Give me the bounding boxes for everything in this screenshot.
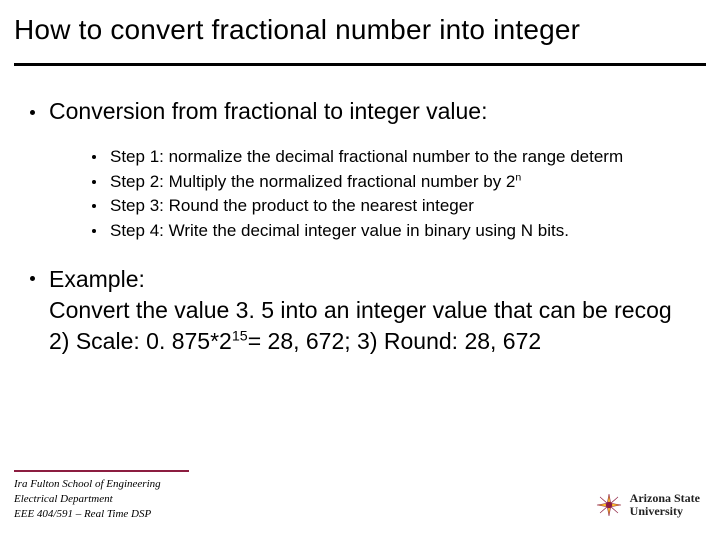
example-line-3: 2) Scale: 0. 875*215= 28, 672; 3) Round:… [49,326,672,357]
footer-line-3: EEE 404/591 – Real Time DSP [14,507,161,522]
step-item: Step 1: normalize the decimal fractional… [92,145,720,170]
example-line-1: Example: [49,264,672,295]
example-line-2: Convert the value 3. 5 into an integer v… [49,295,672,326]
asu-line-2: University [630,505,700,518]
step-text: Step 3: Round the product to the nearest… [110,194,474,219]
bullet-icon [92,155,96,159]
footer-divider [14,470,189,472]
asu-wordmark: Arizona State University [630,492,700,517]
example-block: Example: Convert the value 3. 5 into an … [30,264,720,357]
asu-sunburst-icon [594,492,624,518]
step-text: Step 4: Write the decimal integer value … [110,219,569,244]
step-item: Step 2: Multiply the normalized fraction… [92,170,720,195]
bullet-icon [30,110,35,115]
step-item: Step 4: Write the decimal integer value … [92,219,720,244]
footer-block: Ira Fulton School of Engineering Electri… [14,477,161,522]
bullet-icon [92,229,96,233]
footer-line-1: Ira Fulton School of Engineering [14,477,161,492]
heading-row: Conversion from fractional to integer va… [30,98,720,125]
step-text: Step 1: normalize the decimal fractional… [110,145,623,170]
bullet-icon [92,204,96,208]
heading-text: Conversion from fractional to integer va… [49,98,488,125]
step-text: Step 2: Multiply the normalized fraction… [110,170,521,195]
asu-logo: Arizona State University [594,492,700,518]
example-text: Example: Convert the value 3. 5 into an … [49,264,672,357]
slide-body: Conversion from fractional to integer va… [30,98,720,357]
step-text-pre: Step 2: Multiply the normalized fraction… [110,172,515,191]
step-exponent: n [515,171,521,183]
example-line3-pre: 2) Scale: 0. 875*2 [49,328,232,354]
slide: How to convert fractional number into in… [0,0,720,540]
steps-list: Step 1: normalize the decimal fractional… [92,145,720,244]
step-item: Step 3: Round the product to the nearest… [92,194,720,219]
example-exponent: 15 [232,328,248,344]
bullet-icon [30,276,35,281]
slide-title: How to convert fractional number into in… [14,14,580,46]
bullet-icon [92,180,96,184]
example-line3-post: = 28, 672; 3) Round: 28, 672 [248,328,541,354]
title-divider [14,63,706,66]
footer-line-2: Electrical Department [14,492,161,507]
